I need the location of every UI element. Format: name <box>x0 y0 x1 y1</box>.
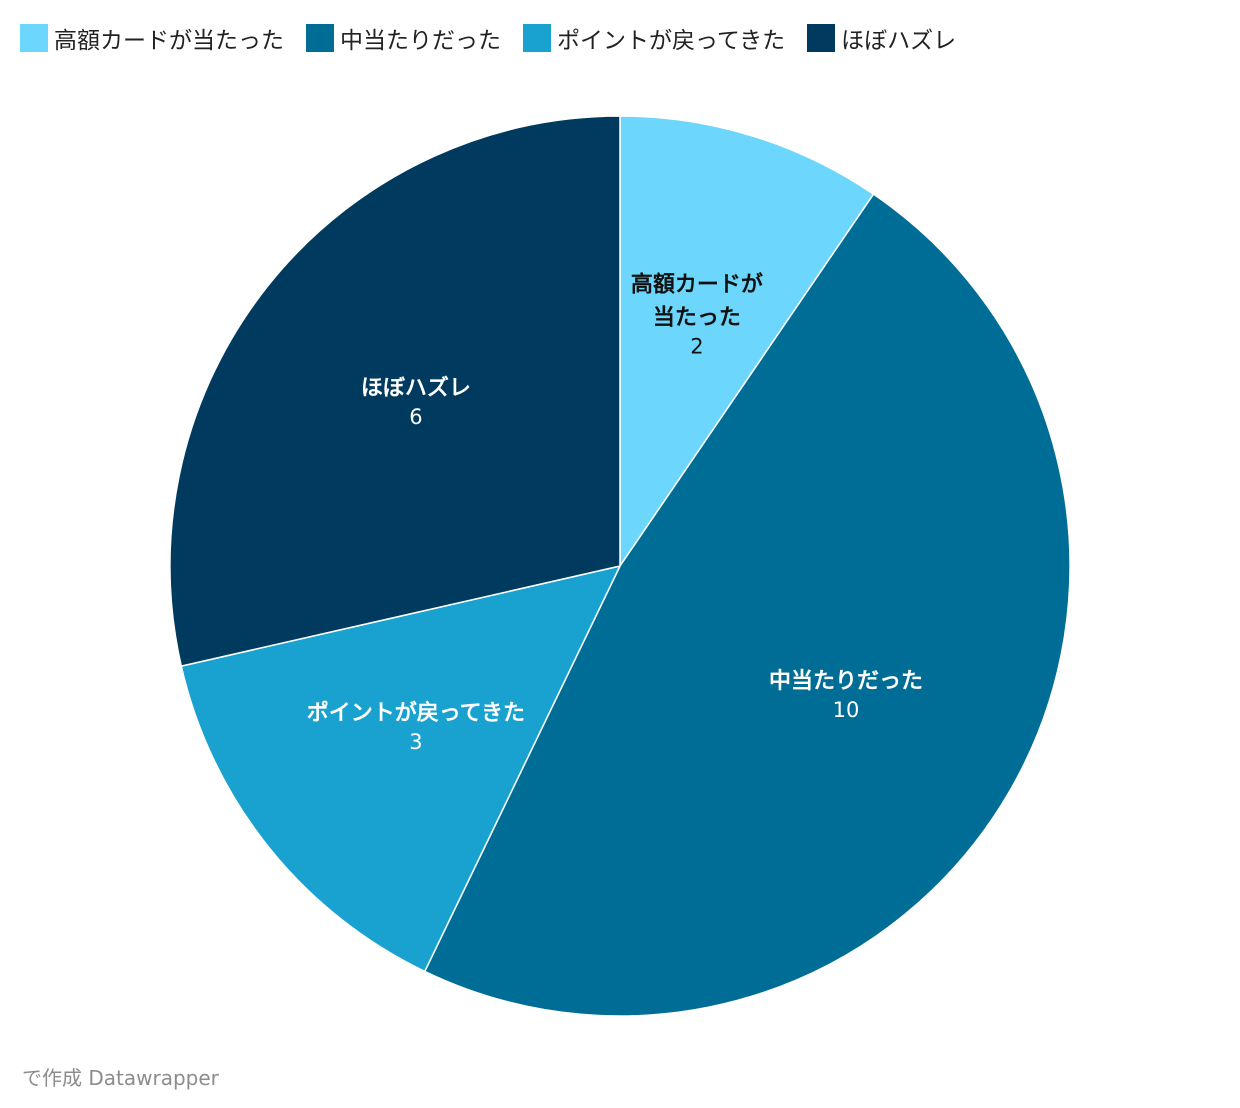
legend-label: 高額カードが当たった <box>54 28 284 54</box>
legend-swatch <box>807 24 836 52</box>
slice-label-mostly-miss: ほぼハズレ <box>361 375 471 401</box>
slice-value-mostly-miss: 6 <box>409 405 422 429</box>
slice-label-medium-win: 中当たりだった <box>769 669 923 694</box>
legend-item-high-value-card: 高額カードが当たった <box>20 21 284 55</box>
legend-swatch <box>306 24 334 52</box>
legend-label: ほぼハズレ <box>841 28 957 54</box>
pie-slice-high-value-card <box>619 115 875 567</box>
legend-swatch <box>20 24 48 52</box>
legend-item-points-returned: ポイントが戻ってきた <box>523 21 785 55</box>
slice-value-high-value-card: 2 <box>690 335 703 359</box>
legend-swatch <box>523 24 551 52</box>
pie-slice-points-returned <box>180 565 621 973</box>
legend-item-mostly-miss: ほぼハズレ <box>807 21 956 55</box>
pie-slice-mostly-miss <box>169 115 621 667</box>
slice-value-points-returned: 3 <box>409 730 422 754</box>
legend-label: ポイントが戻ってきた <box>557 28 786 54</box>
slice-label-high-value-card: 高額カードが <box>631 272 763 298</box>
pie-slice-medium-win <box>424 193 1071 1017</box>
legend-label: 中当たりだった <box>340 28 501 54</box>
legend: 高額カードが当たった 中当たりだった ポイントが戻ってきた ほぼハズレ <box>20 18 956 58</box>
datawrapper-credit: で作成 Datawrapper <box>22 1066 219 1090</box>
slice-value-medium-win: 10 <box>833 698 860 722</box>
slice-label-points-returned: ポイントが戻ってきた <box>307 700 525 726</box>
legend-item-medium-win: 中当たりだった <box>306 21 501 55</box>
slice-label-high-value-card: 当たった <box>653 306 741 331</box>
